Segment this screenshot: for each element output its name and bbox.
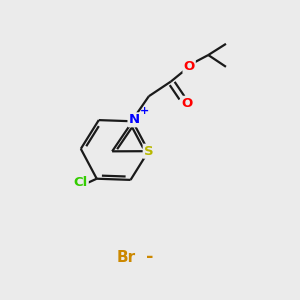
Text: N: N <box>128 113 140 126</box>
Text: +: + <box>140 106 150 116</box>
Text: O: O <box>184 60 195 73</box>
Text: Br: Br <box>117 250 136 265</box>
Text: Cl: Cl <box>74 176 88 189</box>
Text: -: - <box>146 248 154 266</box>
Text: O: O <box>181 97 192 110</box>
Text: S: S <box>144 145 153 158</box>
